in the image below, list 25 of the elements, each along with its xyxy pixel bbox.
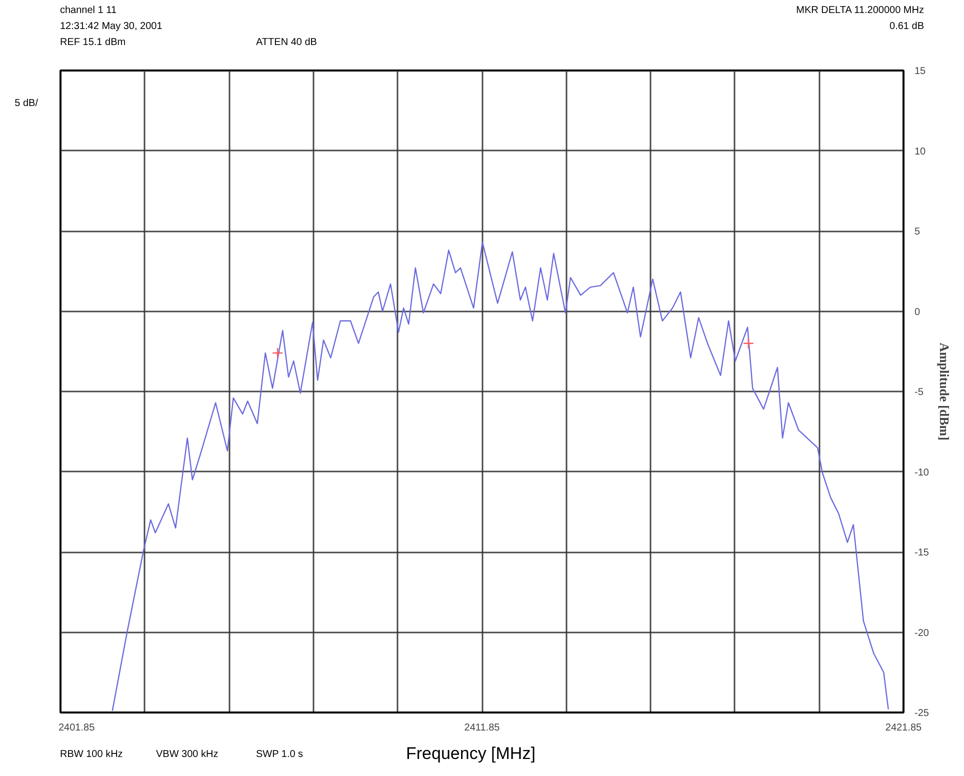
text: VBW 300 kHz — [156, 748, 218, 762]
y-tick-label: 5 — [914, 226, 920, 238]
x-tick-label: 2411.85 — [464, 722, 500, 734]
y-tick-label: 0 — [914, 306, 920, 318]
text: MKR DELTA 11.200000 MHz — [796, 4, 924, 18]
text: REF 15.1 dBm — [60, 36, 126, 50]
x-tick-label: 2421.85 — [885, 722, 922, 734]
y-tick-label: -20 — [914, 628, 930, 639]
y-tick-label: -15 — [914, 548, 930, 558]
text: ATTEN 40 dB — [256, 36, 317, 50]
y-tick-label: 15 — [914, 66, 926, 77]
text: 5 dB/ — [14, 97, 38, 111]
y-tick-label: 10 — [914, 146, 926, 158]
text: RBW 100 kHz — [60, 748, 123, 762]
text: 0.61 dB — [890, 20, 924, 34]
y-tick-label: -5 — [914, 387, 924, 398]
y-tick-label: -10 — [914, 467, 930, 478]
y-axis-title: Amplitude [dBm] — [936, 342, 952, 440]
text: SWP 1.0 s — [256, 748, 304, 762]
y-tick-label: -25 — [914, 708, 930, 719]
chart-title: channel 1 11 — [60, 4, 117, 18]
x-axis-title: Frequency [MHz] — [406, 743, 536, 765]
line-series — [112, 242, 889, 712]
x-tick-label: 2401.85 — [58, 722, 96, 734]
chart-subtitle: 12:31:42 May 30, 2001 — [60, 20, 162, 34]
